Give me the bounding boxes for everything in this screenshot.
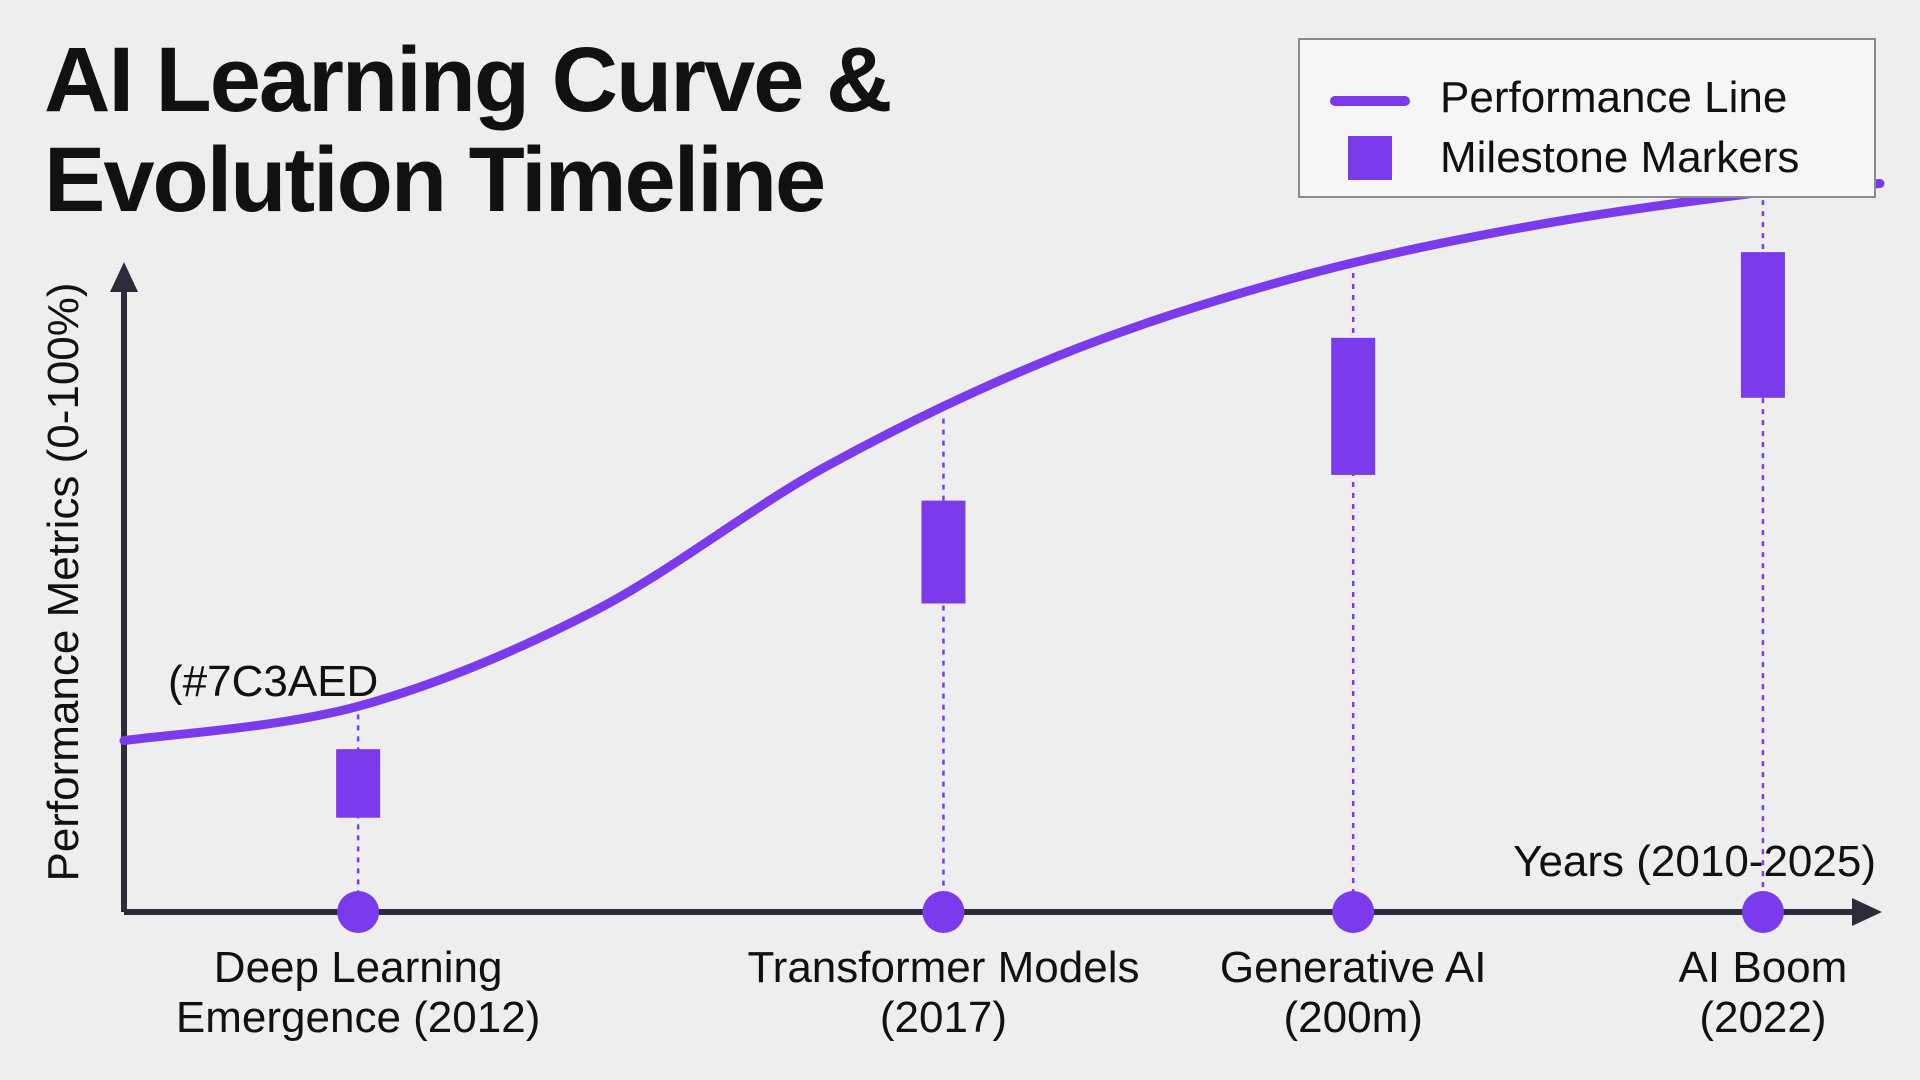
milestone-label-0-line-0: Deep Learning xyxy=(214,943,503,992)
milestone-marker-2 xyxy=(1331,337,1376,475)
milestone-marker-3 xyxy=(1740,252,1785,398)
milestone-dot-2 xyxy=(1332,891,1375,933)
milestone-label-3-line-1: (2022) xyxy=(1699,993,1826,1042)
legend-line-swatch xyxy=(1330,96,1410,106)
milestone-marker-1 xyxy=(921,500,966,604)
chart-title-line-1: AI Learning Curve & xyxy=(44,29,892,131)
x-axis-arrow xyxy=(1852,898,1882,926)
color-annotation: (#7C3AED xyxy=(168,657,378,706)
milestone-label-0-line-1: Emergence (2012) xyxy=(176,993,540,1042)
milestone-label-1-line-1: (2017) xyxy=(880,993,1007,1042)
axes xyxy=(110,262,1882,926)
milestone-label-3-line-0: AI Boom xyxy=(1679,943,1848,992)
milestone-label-1-line-0: Transformer Models xyxy=(747,943,1139,992)
milestone-dots xyxy=(337,891,1784,933)
chart-title-line-2: Evolution Timeline xyxy=(44,129,826,231)
milestone-dot-0 xyxy=(337,891,380,933)
milestone-label-2-line-0: Generative AI xyxy=(1220,943,1487,992)
milestone-label-2-line-1: (200m) xyxy=(1284,993,1423,1042)
legend-label-milestone-markers: Milestone Markers xyxy=(1440,133,1800,182)
milestone-label-0: Deep Learning Emergence (2012) xyxy=(176,943,540,1042)
legend-item-performance-line: Performance Line xyxy=(1300,76,1874,152)
milestone-label-1: Transformer Models (2017) xyxy=(747,943,1139,1042)
milestone-label-3: AI Boom (2022) xyxy=(1679,943,1848,1042)
milestone-labels: Deep Learning Emergence (2012) Transformer… xyxy=(176,943,1847,1042)
milestone-dot-1 xyxy=(922,891,965,933)
y-axis-arrow xyxy=(110,262,138,292)
axis-texts: Years (2010-2025) Performance Metrics (0-… xyxy=(39,282,1876,886)
milestone-bars xyxy=(336,252,1785,818)
y-axis-label: Performance Metrics (0-100%) xyxy=(39,282,88,881)
legend-marker-swatch xyxy=(1348,136,1392,180)
milestone-guides xyxy=(356,200,1765,912)
legend-label-performance-line: Performance Line xyxy=(1440,73,1788,122)
x-axis-label: Years (2010-2025) xyxy=(1513,837,1876,886)
performance-line xyxy=(119,179,1885,746)
milestone-label-2: Generative AI (200m) xyxy=(1220,943,1487,1042)
legend-item-milestone-markers: Milestone Markers xyxy=(1300,136,1874,212)
legend: Performance Line Milestone Markers xyxy=(1298,38,1876,198)
milestone-dot-3 xyxy=(1741,891,1784,933)
performance-line-layer xyxy=(119,179,1885,746)
milestone-marker-0 xyxy=(336,749,381,818)
